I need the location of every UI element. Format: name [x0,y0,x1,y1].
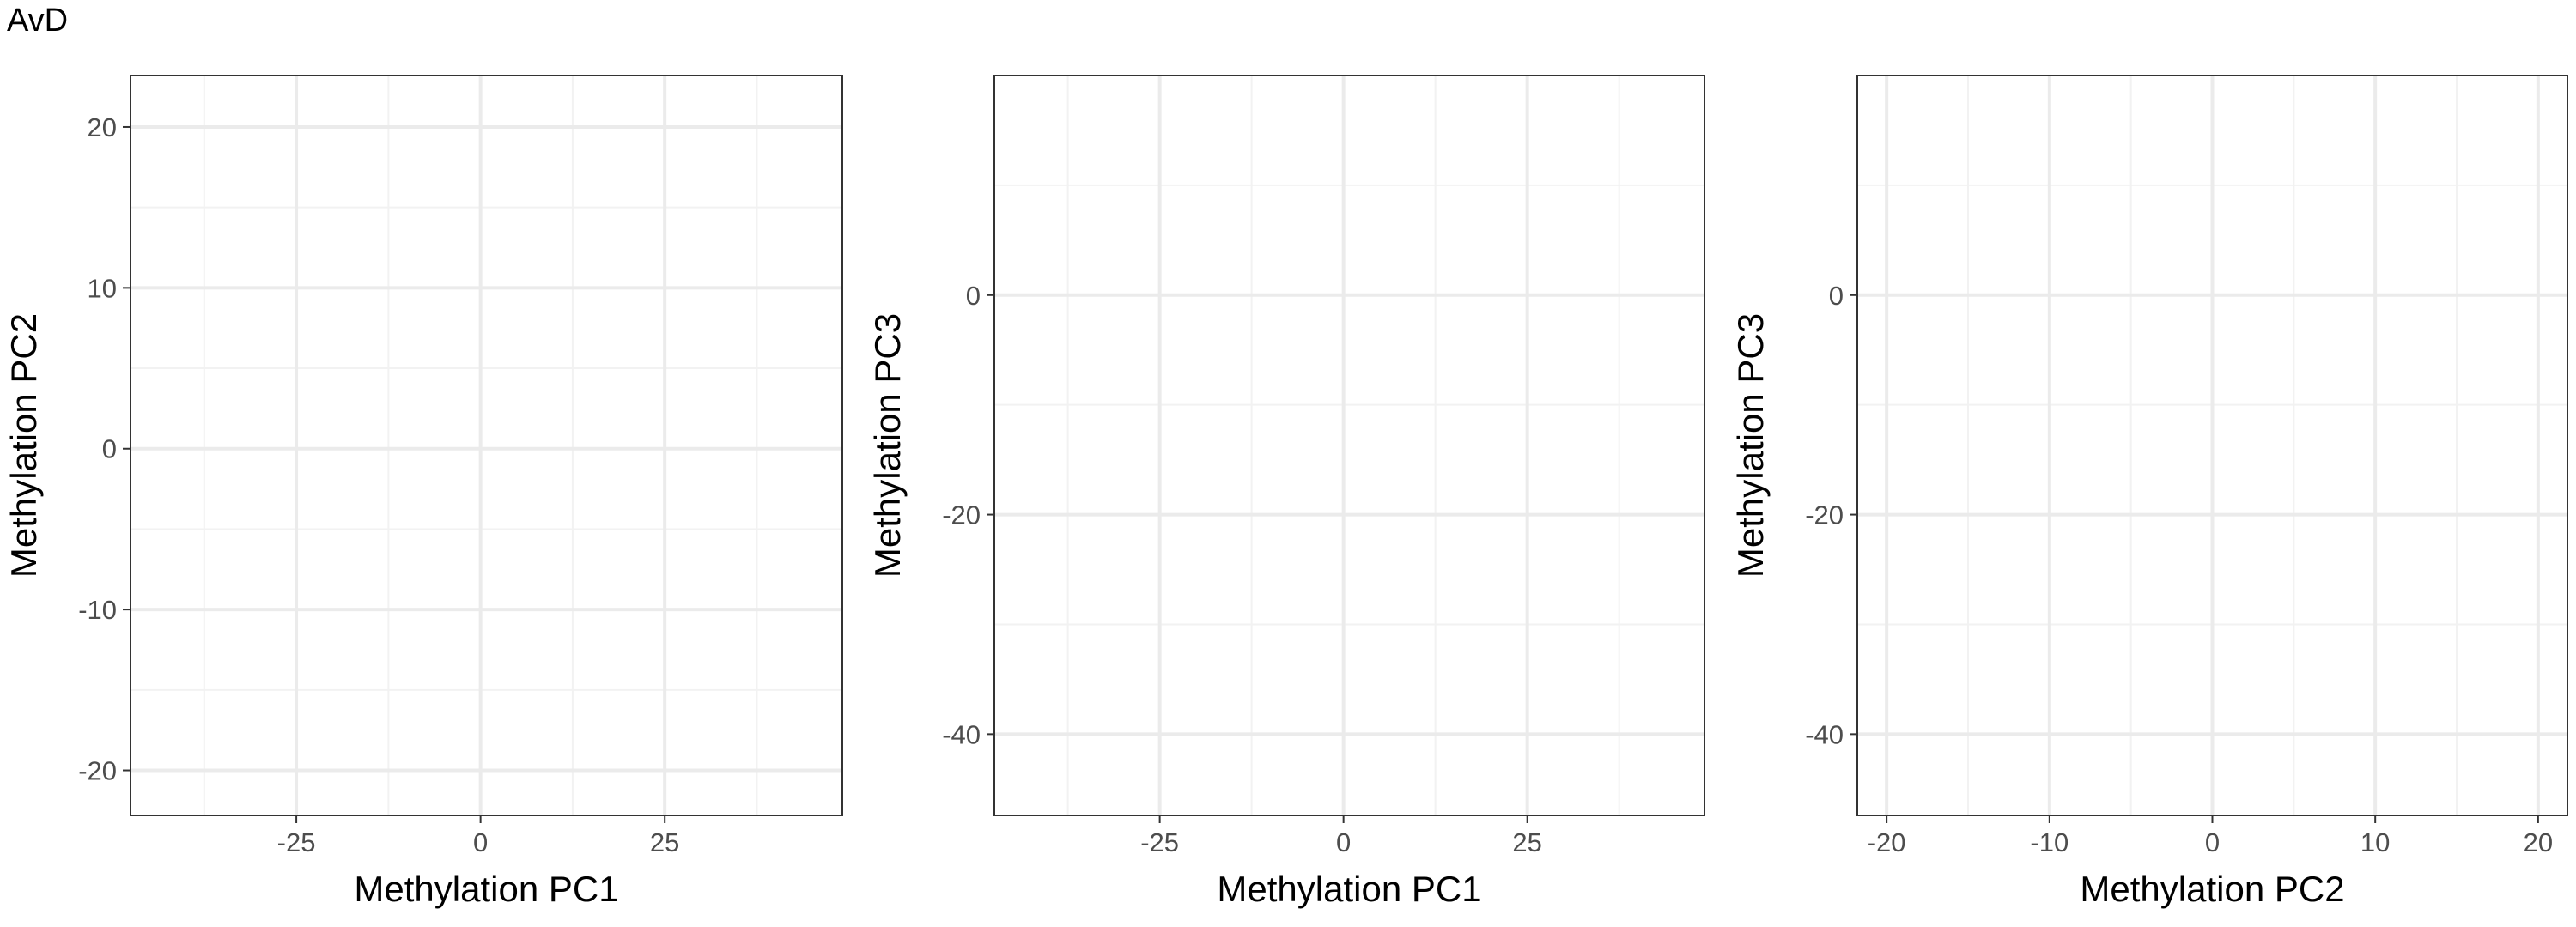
panel: -25 0 25 -40 -20 0 Methylation PC1 Methylation … [867,75,1705,909]
y-tick-label: 10 [88,273,117,303]
y-axis-title: Methylation PC3 [1730,313,1771,578]
y-tick-label: -20 [942,500,981,530]
x-axis-title: Methylation PC1 [1217,869,1481,909]
x-tick-label: -20 [1868,827,1906,857]
x-axis-title: Methylation PC1 [354,869,618,909]
y-tick-label: -20 [1805,500,1844,530]
plot-background [994,76,1704,815]
y-axis-title: Methylation PC2 [3,313,44,578]
panel: -25 0 25 -20 -10 0 10 20 Methylation PC1 Methylat… [3,75,843,909]
panel-border [1856,75,2568,816]
plot-background [131,76,842,815]
y-tick-label: 20 [88,112,117,142]
x-tick-label: -25 [277,827,316,857]
panel-border [993,75,1705,816]
y-tick-label: -20 [78,756,117,786]
x-tick-label: -10 [2030,827,2069,857]
x-tick-label: 10 [2360,827,2390,857]
x-tick-label: 0 [1336,827,1351,857]
y-tick-label: 0 [1829,281,1844,311]
x-tick-label: 25 [650,827,679,857]
panel-border [130,75,843,816]
y-tick-label: -40 [942,719,981,749]
y-tick-label: 0 [102,434,117,464]
x-axis-title: Methylation PC2 [2080,869,2344,909]
x-tick-label: 25 [1512,827,1541,857]
x-tick-label: 20 [2524,827,2553,857]
x-tick-label: -25 [1140,827,1179,857]
y-tick-label: -40 [1805,719,1844,749]
panel: -20 -10 0 10 20 -40 -20 0 Methylation PC2 Methyla… [1730,75,2568,909]
y-tick-label: 0 [966,281,981,311]
x-tick-label: 0 [2205,827,2220,857]
y-axis-title: Methylation PC3 [867,313,908,578]
x-tick-label: 0 [473,827,488,857]
figure-title: AvD [7,3,68,39]
y-tick-label: -10 [78,595,117,625]
